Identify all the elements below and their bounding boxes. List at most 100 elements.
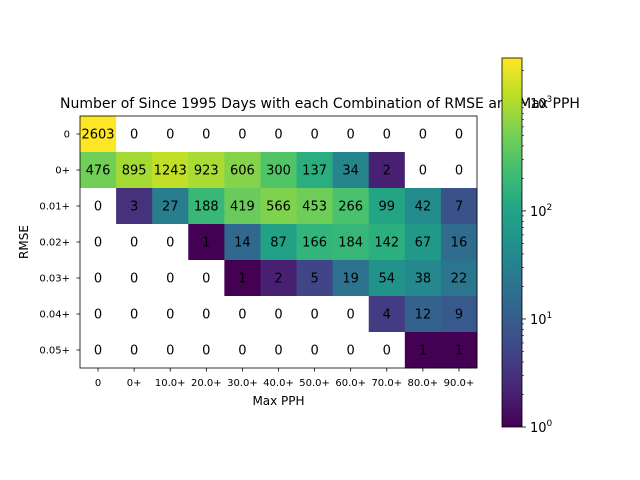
heatmap-cell — [80, 188, 117, 225]
cell-value-label: 0 — [347, 344, 355, 359]
heatmap-cell — [368, 188, 406, 225]
heatmap-cell — [152, 116, 189, 153]
heatmap-cell — [332, 332, 370, 369]
heatmap-cell — [332, 152, 370, 189]
cell-value-label: 266 — [338, 200, 363, 215]
cell-value-label: 9 — [455, 308, 463, 323]
colorbar-ticks: 100 101 102 103 — [522, 70, 553, 436]
cell-value-label: 0 — [94, 344, 102, 359]
heatmap-cell — [440, 188, 478, 225]
heatmap-cells — [80, 116, 478, 369]
x-axis-label: Max PPH — [252, 394, 304, 408]
cell-value-label: 453 — [302, 200, 327, 215]
cell-value-label: 188 — [194, 200, 219, 215]
cell-value-label: 2 — [274, 272, 282, 287]
cell-value-label: 895 — [122, 164, 147, 179]
cell-value-label: 0 — [130, 272, 138, 287]
heatmap-cell — [224, 224, 261, 261]
cell-value-label: 0 — [166, 272, 174, 287]
cell-value-label: 0 — [130, 236, 138, 251]
x-tick-label: 60.0+ — [335, 378, 366, 389]
cell-value-label: 0 — [383, 128, 391, 143]
cell-value-label: 0 — [455, 128, 463, 143]
heatmap-cell — [80, 296, 117, 333]
chart-title: Number of Since 1995 Days with each Comb… — [60, 96, 580, 112]
heatmap-cell — [404, 152, 442, 189]
cell-value-label: 137 — [302, 164, 327, 179]
cell-value-label: 166 — [302, 236, 327, 251]
colorbar — [501, 57, 523, 428]
y-axis-ticks: 0 0+ 0.01+ 0.02+ 0.03+ 0.04+ 0.05+ — [39, 130, 80, 357]
cell-value-label: 0 — [419, 128, 427, 143]
cell-value-label: 476 — [86, 164, 111, 179]
y-axis-label: RMSE — [17, 225, 31, 259]
cell-value-label: 0 — [455, 164, 463, 179]
cell-value-label: 184 — [338, 236, 363, 251]
cell-value-label: 0 — [166, 236, 174, 251]
y-tick-label: 0.05+ — [39, 346, 70, 357]
heatmap-cell — [116, 260, 153, 297]
heatmap-cell — [404, 332, 442, 369]
cell-value-label: 300 — [266, 164, 291, 179]
heatmap-cell — [224, 188, 261, 225]
cell-value-label: 0 — [238, 344, 246, 359]
heatmap-cell — [188, 296, 225, 333]
heatmap-cell — [224, 260, 261, 297]
cell-value-label: 5 — [310, 272, 318, 287]
x-tick-label: 0 — [95, 378, 101, 389]
cell-value-label: 12 — [415, 308, 432, 323]
cell-value-label: 38 — [415, 272, 432, 287]
cell-value-label: 0 — [130, 344, 138, 359]
cell-value-label: 0 — [238, 128, 246, 143]
heatmap-cell — [260, 224, 297, 261]
heatmap-cell — [80, 224, 117, 261]
heatmap-cell — [224, 152, 261, 189]
heatmap-cell — [80, 332, 117, 369]
cell-value-label: 99 — [378, 200, 395, 215]
heatmap-cell — [332, 224, 370, 261]
heatmap-cell — [404, 188, 442, 225]
heatmap-cell — [296, 116, 334, 153]
heatmap-cell — [296, 260, 334, 297]
cell-value-label: 1 — [202, 236, 210, 251]
cell-value-label: 1 — [238, 272, 246, 287]
cell-value-label: 2603 — [81, 128, 114, 143]
cell-value-label: 87 — [270, 236, 287, 251]
cell-value-label: 27 — [162, 200, 179, 215]
colorbar-tick-label: 102 — [530, 203, 552, 220]
cell-value-label: 606 — [230, 164, 255, 179]
heatmap-cell — [260, 332, 297, 369]
heatmap-cell — [260, 188, 297, 225]
heatmap-cell — [332, 116, 370, 153]
cell-value-label: 0 — [94, 308, 102, 323]
heatmap-cell — [116, 188, 153, 225]
cell-value-label: 0 — [166, 344, 174, 359]
heatmap-cell — [260, 260, 297, 297]
cell-value-label: 0 — [274, 344, 282, 359]
heatmap-cell — [440, 260, 478, 297]
cell-value-label: 0 — [347, 128, 355, 143]
cell-value-label: 54 — [378, 272, 395, 287]
heatmap-cell — [188, 224, 225, 261]
x-tick-label: 50.0+ — [299, 378, 330, 389]
heatmap-cell — [260, 296, 297, 333]
heatmap-cell — [368, 296, 406, 333]
y-tick-label: 0.04+ — [39, 310, 70, 321]
cell-value-label: 0 — [202, 128, 210, 143]
cell-value-label: 14 — [234, 236, 251, 251]
cell-value-label: 1 — [455, 344, 463, 359]
heatmap-cell — [116, 116, 153, 153]
cell-value-label: 0 — [202, 272, 210, 287]
x-tick-label: 0+ — [127, 378, 142, 389]
cell-value-label: 0 — [310, 128, 318, 143]
heatmap-cell — [188, 332, 225, 369]
heatmap-cell — [296, 296, 334, 333]
cell-value-label: 7 — [455, 200, 463, 215]
heatmap-cell — [368, 260, 406, 297]
heatmap-cell — [188, 116, 225, 153]
heatmap-cell — [116, 152, 153, 189]
heatmap-cell — [404, 224, 442, 261]
cell-value-label: 0 — [310, 344, 318, 359]
x-tick-label: 30.0+ — [227, 378, 258, 389]
x-tick-label: 70.0+ — [371, 378, 402, 389]
